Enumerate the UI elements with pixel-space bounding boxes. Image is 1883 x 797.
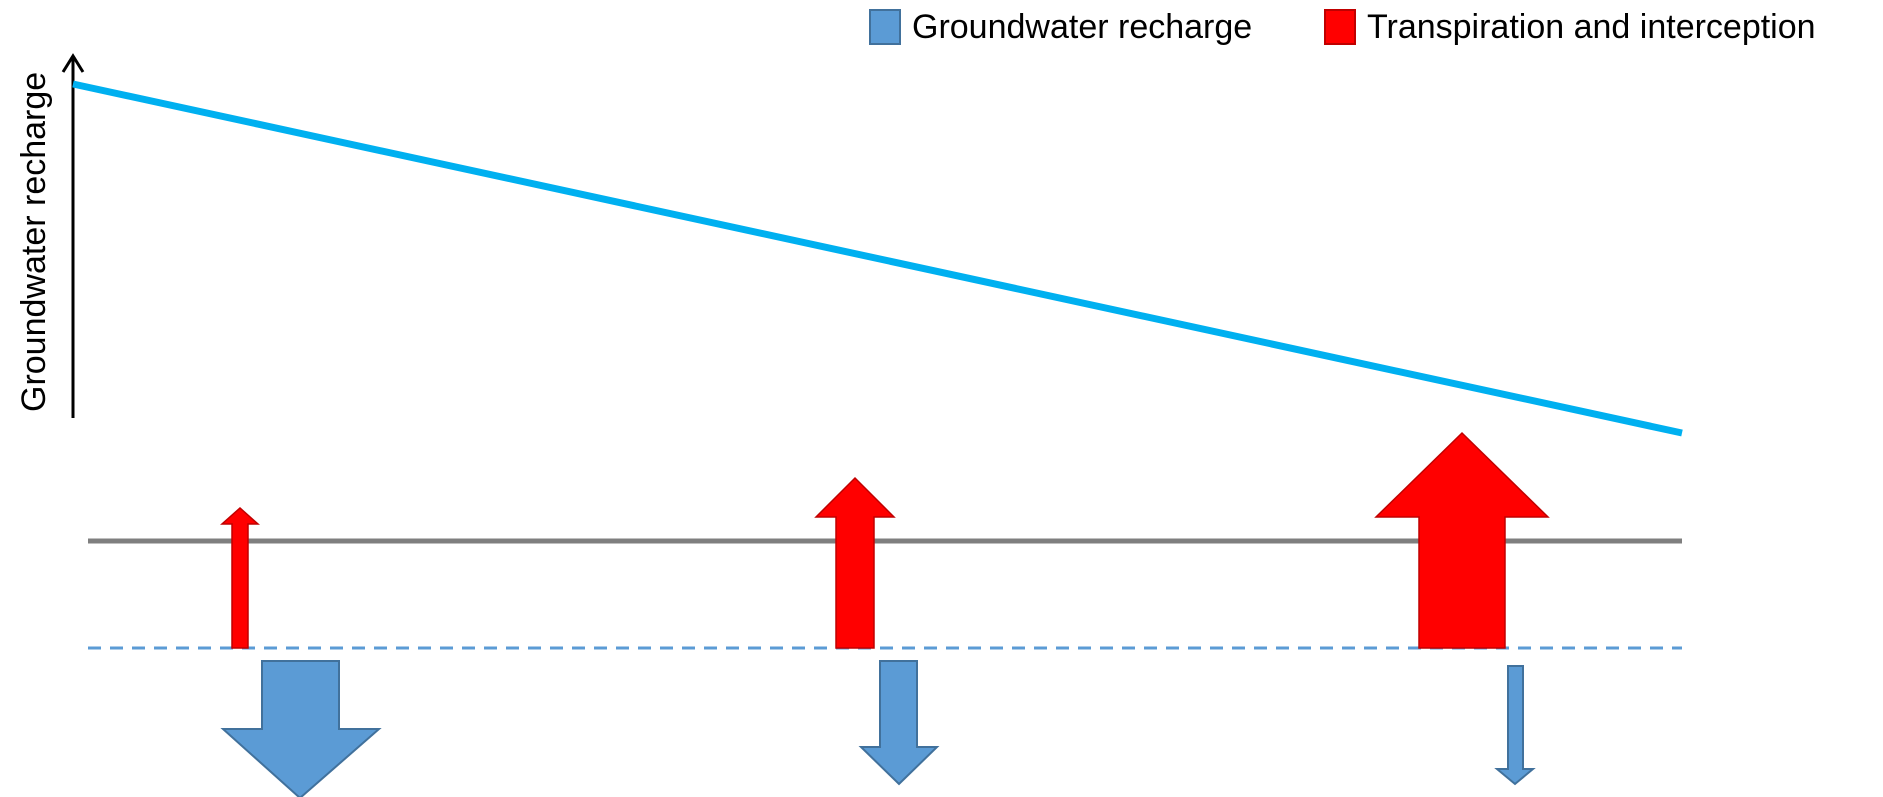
recharge-arrow-small	[1494, 665, 1536, 786]
legend-label-recharge: Groundwater recharge	[912, 8, 1252, 46]
transpiration-arrow-medium	[814, 476, 896, 649]
y-axis-arrowhead	[61, 53, 85, 73]
y-axis-label: Groundwater recharge	[15, 72, 53, 412]
recharge-arrow-medium	[858, 660, 940, 786]
transpiration-arrow-large	[1374, 431, 1550, 649]
y-axis: Groundwater recharge	[15, 53, 85, 418]
recharge-arrow-large	[220, 660, 382, 797]
legend-swatch-recharge	[869, 9, 901, 45]
legend-swatch-transpiration	[1324, 9, 1356, 45]
legend-label-transpiration: Transpiration and interception	[1367, 8, 1816, 46]
transpiration-arrow-small	[220, 506, 260, 649]
recharge-trend-line	[72, 80, 1683, 437]
legend: Groundwater recharge Transpiration and i…	[869, 8, 1816, 46]
